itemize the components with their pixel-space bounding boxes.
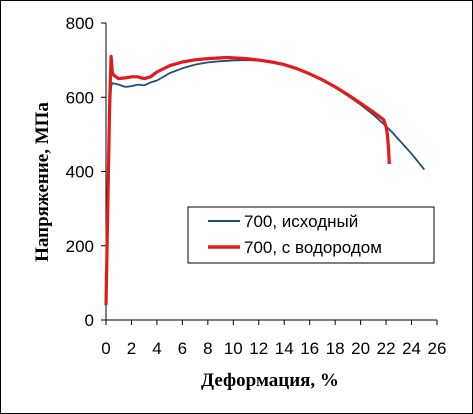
x-tick-label: 4 bbox=[152, 339, 161, 358]
y-tick-label: 200 bbox=[66, 237, 94, 256]
y-tick-label: 800 bbox=[66, 14, 94, 33]
x-tick-label: 26 bbox=[428, 339, 447, 358]
y-tick-label: 0 bbox=[85, 311, 94, 330]
y-tick-label: 600 bbox=[66, 88, 94, 107]
x-tick-label: 2 bbox=[127, 339, 136, 358]
x-tick-label: 16 bbox=[300, 339, 319, 358]
legend-label-series-2: 700, с водородом bbox=[244, 238, 382, 257]
x-tick-label: 8 bbox=[203, 339, 212, 358]
legend: 700, исходный 700, с водородом bbox=[187, 206, 435, 264]
x-tick-label: 12 bbox=[249, 339, 268, 358]
x-tick-label: 14 bbox=[275, 339, 294, 358]
x-tick-label: 18 bbox=[326, 339, 345, 358]
x-tick-label: 10 bbox=[224, 339, 243, 358]
y-axis-ticks: 0 200 400 600 800 bbox=[66, 14, 106, 330]
x-tick-label: 24 bbox=[402, 339, 421, 358]
legend-label-series-1: 700, исходный bbox=[244, 212, 358, 231]
y-tick-label: 400 bbox=[66, 163, 94, 182]
series-line-1 bbox=[105, 59, 426, 306]
x-tick-label: 20 bbox=[351, 339, 370, 358]
legend-box bbox=[187, 206, 435, 264]
x-tick-label: 0 bbox=[101, 339, 110, 358]
x-tick-label: 22 bbox=[377, 339, 396, 358]
series-line-2 bbox=[104, 54, 391, 306]
x-axis-ticks: 0 2 4 6 8 10 12 14 16 18 20 22 24 26 bbox=[101, 320, 446, 358]
y-axis-title: Напряжение, МПа bbox=[32, 102, 53, 262]
x-tick-label: 6 bbox=[178, 339, 187, 358]
series-lines bbox=[104, 54, 426, 306]
x-axis-title: Деформация, % bbox=[201, 370, 339, 391]
